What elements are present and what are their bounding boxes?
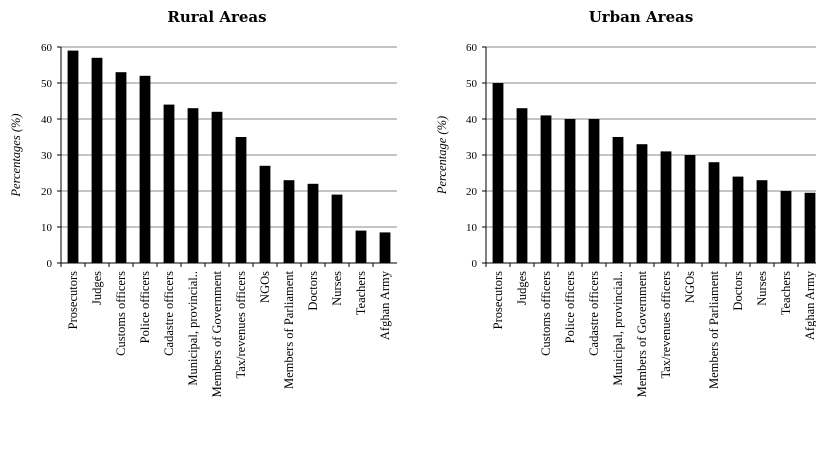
bar (259, 165, 271, 263)
y-tick-label: 20 (41, 186, 53, 198)
bar (492, 83, 504, 263)
x-category-label: Nurses (330, 271, 344, 306)
x-category-label: Prosecutors (66, 271, 80, 329)
chart-title: Rural Areas (167, 8, 266, 26)
x-category-label: NGOs (683, 271, 697, 303)
bar (708, 162, 720, 263)
y-tick-label: 10 (466, 222, 478, 234)
x-category-label: Doctors (731, 271, 745, 311)
x-category-label: Members of Parliament (282, 270, 296, 389)
bar (67, 50, 79, 263)
bar (139, 75, 151, 263)
bar (163, 104, 175, 263)
y-tick-label: 10 (41, 222, 53, 234)
bar (516, 108, 528, 263)
y-tick-label: 60 (41, 42, 53, 54)
x-category-label: Members of Parliament (707, 270, 721, 389)
x-category-label: Customs officers (539, 271, 553, 356)
x-category-label: Doctors (306, 271, 320, 311)
y-tick-label: 50 (41, 78, 53, 90)
bar (307, 183, 319, 263)
x-category-label: Nurses (755, 271, 769, 306)
bar (187, 108, 199, 263)
x-category-label: Teachers (354, 271, 368, 315)
y-tick-label: 30 (41, 150, 53, 162)
y-axis-label: Percentages (%) (9, 113, 23, 197)
x-category-label: NGOs (258, 271, 272, 303)
x-category-label: Police officers (138, 271, 152, 343)
bar (331, 194, 343, 263)
bar (283, 180, 295, 263)
bar (379, 232, 391, 263)
y-tick-label: 0 (47, 258, 53, 270)
bar (235, 137, 247, 263)
y-tick-label: 40 (466, 114, 478, 126)
x-category-label: Afghan Army (803, 270, 816, 340)
bar (732, 176, 744, 263)
bar (636, 144, 648, 263)
x-category-label: Judges (90, 271, 104, 305)
bar (564, 119, 576, 263)
x-category-label: Prosecutors (491, 271, 505, 329)
y-tick-label: 20 (466, 186, 478, 198)
bar (612, 137, 624, 263)
urban-areas-chart: Urban Areas Percentage (%) 0 10 20 30 40 50 60… (435, 8, 816, 397)
x-category-label: Police officers (563, 271, 577, 343)
y-tick-label: 30 (466, 150, 478, 162)
x-category-label: Cadastre officers (587, 271, 601, 356)
x-category-label: Tax/revenues officers (659, 271, 673, 379)
x-category-label: Municipal, provincial.. (611, 271, 625, 386)
y-tick-label: 40 (41, 114, 53, 126)
bar (660, 151, 672, 263)
bar (780, 191, 792, 263)
x-category-label: Tax/revenues officers (234, 271, 248, 379)
x-category-label: Judges (515, 271, 529, 305)
rural-areas-chart: Rural Areas Percentages (%) 0 10 20 30 40 50 6… (9, 8, 397, 397)
x-category-label: Municipal, provincial.. (186, 271, 200, 386)
chart-title: Urban Areas (589, 8, 694, 26)
x-category-label: Afghan Army (378, 270, 392, 340)
bar (588, 119, 600, 263)
y-tick-label: 60 (466, 42, 478, 54)
bar (684, 155, 696, 263)
bar (756, 180, 768, 263)
y-tick-label: 50 (466, 78, 478, 90)
x-category-label: Cadastre officers (162, 271, 176, 356)
y-axis-label: Percentage (%) (435, 116, 449, 195)
x-category-label: Customs officers (114, 271, 128, 356)
y-tick-label: 0 (472, 258, 478, 270)
x-category-label: Members of Government (210, 270, 224, 397)
bar (91, 57, 103, 263)
bar (804, 192, 816, 263)
bar (540, 115, 552, 264)
bar (355, 230, 367, 263)
x-category-label: Teachers (779, 271, 793, 315)
bar (211, 111, 223, 263)
bar (115, 72, 127, 263)
x-category-label: Members of Government (635, 270, 649, 397)
